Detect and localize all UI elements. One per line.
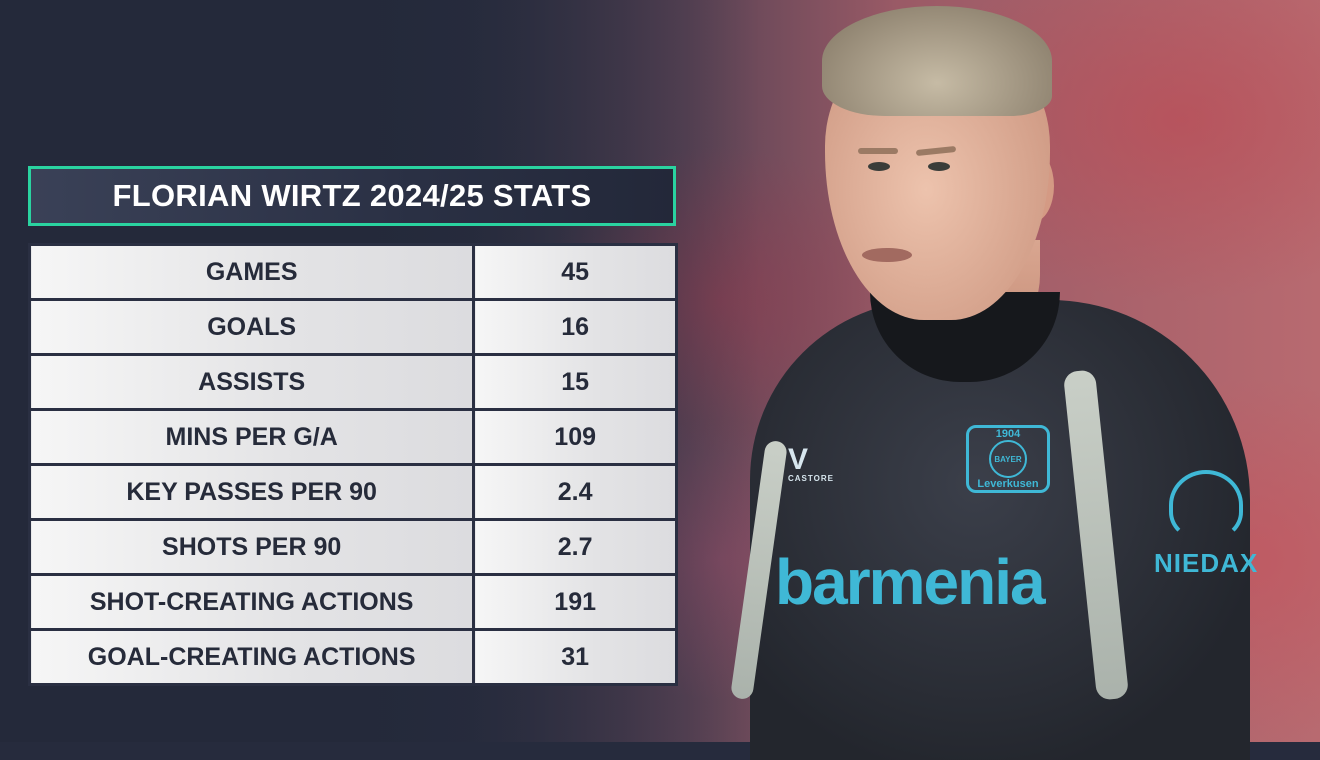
stat-value: 2.4 <box>472 463 678 521</box>
crest-city: Leverkusen <box>977 478 1039 490</box>
crest-year: 1904 <box>995 428 1021 440</box>
stat-label: MINS PER G/A <box>27 408 476 466</box>
eye <box>928 162 950 171</box>
stat-value: 16 <box>472 298 678 356</box>
stat-value: 191 <box>472 573 678 631</box>
hair <box>822 6 1052 116</box>
table-row: GAMES 45 <box>27 243 678 301</box>
stats-title-banner: FLORIAN WIRTZ 2024/25 STATS <box>28 166 676 226</box>
eye <box>868 162 890 171</box>
eyebrow <box>858 148 898 154</box>
stat-label: GOALS <box>27 298 476 356</box>
crest-ring: BAYER <box>989 440 1027 478</box>
club-crest-icon: 1904 BAYER Leverkusen <box>966 425 1050 493</box>
stat-value: 109 <box>472 408 678 466</box>
sleeve-sponsor-logo-icon <box>1169 470 1244 540</box>
stat-label: GOAL-CREATING ACTIONS <box>27 628 476 686</box>
shirt-sponsor: barmenia <box>775 546 1046 618</box>
stat-value: 15 <box>472 353 678 411</box>
table-row: GOALS 16 <box>27 298 678 356</box>
stat-value: 45 <box>472 243 678 301</box>
sleeve-sponsor: NIEDAX <box>1154 470 1258 579</box>
table-row: GOAL-CREATING ACTIONS 31 <box>27 628 678 686</box>
kit-brand-logo-icon: V CASTORE <box>788 443 834 483</box>
table-row: MINS PER G/A 109 <box>27 408 678 466</box>
sleeve-sponsor-text: NIEDAX <box>1154 548 1259 578</box>
table-row: KEY PASSES PER 90 2.4 <box>27 463 678 521</box>
stats-table: GAMES 45 GOALS 16 ASSISTS 15 MINS PER G/… <box>27 243 678 686</box>
kit-brand-text: CASTORE <box>788 474 834 483</box>
stat-value: 31 <box>472 628 678 686</box>
table-row: SHOT-CREATING ACTIONS 191 <box>27 573 678 631</box>
stat-label: SHOT-CREATING ACTIONS <box>27 573 476 631</box>
stat-label: SHOTS PER 90 <box>27 518 476 576</box>
table-row: SHOTS PER 90 2.7 <box>27 518 678 576</box>
crest-text: BAYER <box>994 454 1022 464</box>
stat-label: KEY PASSES PER 90 <box>27 463 476 521</box>
stats-title: FLORIAN WIRTZ 2024/25 STATS <box>112 178 592 213</box>
table-row: ASSISTS 15 <box>27 353 678 411</box>
stat-value: 2.7 <box>472 518 678 576</box>
stat-label: ASSISTS <box>27 353 476 411</box>
mouth <box>862 248 912 262</box>
stat-label: GAMES <box>27 243 476 301</box>
player-photo: V CASTORE 1904 BAYER Leverkusen barmenia … <box>730 0 1290 760</box>
